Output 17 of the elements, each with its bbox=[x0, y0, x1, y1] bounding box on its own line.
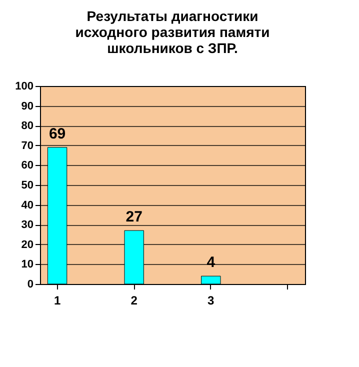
x-tick-label: 3 bbox=[208, 294, 215, 308]
chart-title: Результаты диагностики исходного развития памяти школьников с ЗПР. bbox=[75, 8, 270, 56]
x-tick-label: 2 bbox=[130, 294, 138, 308]
data-label: 69 bbox=[48, 125, 66, 142]
x-tick-label: 1 bbox=[54, 294, 61, 308]
y-tick-label: 60 bbox=[21, 160, 34, 172]
y-tick-label: 0 bbox=[27, 278, 34, 290]
y-tick-label: 20 bbox=[21, 238, 34, 251]
y-tick-label: 40 bbox=[21, 199, 34, 212]
y-tick-label: 90 bbox=[21, 100, 34, 112]
y-tick-label: 70 bbox=[21, 140, 34, 152]
data-label: 27 bbox=[126, 208, 142, 226]
y-tick-label: 50 bbox=[21, 180, 34, 192]
y-tick-label: 80 bbox=[21, 120, 34, 132]
y-tick-label: 100 bbox=[15, 80, 34, 92]
y-tick-label: 30 bbox=[21, 219, 34, 232]
y-tick-label: 10 bbox=[21, 258, 34, 271]
